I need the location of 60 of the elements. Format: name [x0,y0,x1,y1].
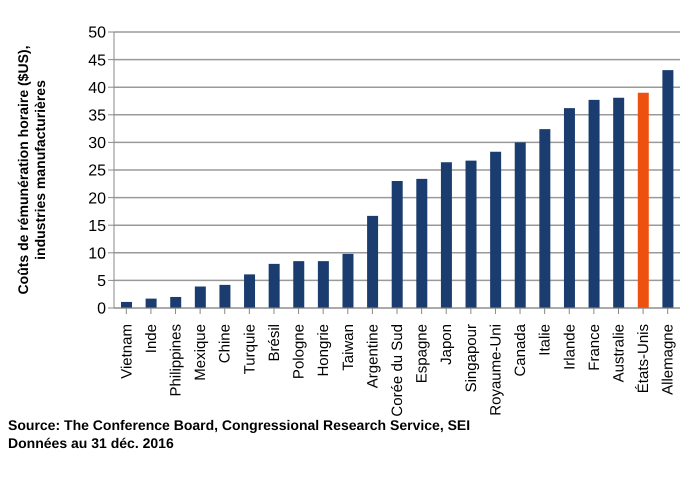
bar [367,216,378,308]
x-tick-label: Canada [512,323,530,377]
bar [466,160,477,308]
y-tick-label: 5 [97,273,106,290]
bar [170,296,182,308]
x-tick-label: Brésil [266,324,283,362]
x-tick-label: Hongrie [315,324,332,377]
x-tick-label: Allemagne [660,324,677,395]
bar [194,286,206,308]
x-tick-label: Argentine [364,324,382,388]
y-tick-label: 40 [88,80,106,97]
bar [588,100,600,308]
x-tick-label: Japon [438,324,456,365]
bar [268,264,280,308]
x-tick-label: Royaume-Uni [487,324,504,416]
bar [318,261,329,308]
y-tick-label: 25 [88,162,106,180]
y-tick-label: 20 [88,190,106,208]
bar [662,70,674,308]
source-note: Source: The Conference Board, Congressional Research Service, SEI [8,416,472,434]
x-tick-label: Pologne [290,324,308,380]
x-tick-label: France [586,324,603,371]
y-tick-label: 45 [88,52,106,70]
bar [416,178,428,308]
x-tick-label: Turquie [241,324,258,374]
bar [440,162,452,308]
y-axis-title: Coûts de rémunération horaire ($US), industries manufacturières [15,46,48,294]
bar [514,142,526,308]
y-tick-label: 50 [88,24,106,42]
x-tick-label: Taiwan [340,324,357,371]
x-tick-label: Italie [536,324,554,356]
bar [219,284,230,308]
x-tick-label: États-Unis [634,324,652,394]
x-tick-label: Vietnam [118,324,136,379]
bar [564,108,575,308]
x-tick-label: Philippines [168,324,185,397]
x-tick-label: Espagne [414,324,431,384]
text: Données au 31 déc. 2016 [8,434,175,452]
y-tick-label: 35 [88,107,106,124]
x-tick-label: Singapour [462,324,480,392]
x-tick-label: Mexique [192,324,210,381]
bar [342,254,354,308]
y-tick-label: 0 [97,300,106,318]
bar [244,274,256,308]
bar [121,302,132,308]
bar [539,129,550,308]
x-tick-label: Corée du Sud [389,324,406,417]
y-tick-label: 30 [88,135,106,152]
x-tick-label: Irlande [561,324,578,370]
x-tick-label: Chine [216,324,234,364]
y-tick-label: 10 [88,245,106,262]
x-tick-label: Australie [610,324,628,382]
bar [392,181,403,308]
x-tick-label: Inde [142,324,160,354]
bar [490,152,502,308]
bar [638,92,649,308]
bar [146,298,157,308]
bar [293,261,304,308]
bar [613,98,624,308]
y-tick-label: 15 [88,218,106,235]
